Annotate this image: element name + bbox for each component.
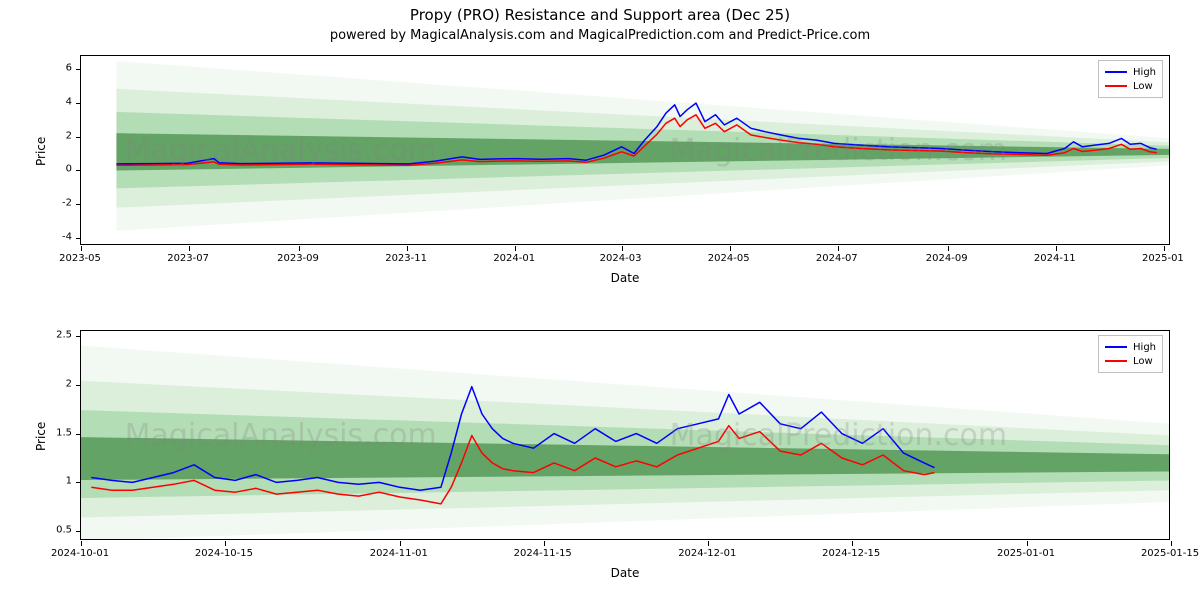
x-tick-label: 2024-10-15 <box>195 548 253 559</box>
x-tick-mark <box>81 541 82 546</box>
x-tick-mark <box>515 246 516 251</box>
legend-label: Low <box>1133 81 1153 92</box>
legend-swatch-icon <box>1105 360 1127 362</box>
x-tick-label: 2025-01-15 <box>1141 548 1199 559</box>
bottom-x-axis-label: Date <box>80 566 1170 580</box>
x-tick-mark <box>838 246 839 251</box>
x-tick-mark <box>730 246 731 251</box>
y-tick-mark <box>76 531 81 532</box>
y-tick-label: 1 <box>22 476 72 487</box>
y-tick-label: -2 <box>22 197 72 208</box>
x-tick-label: 2024-11-15 <box>514 548 572 559</box>
legend-label: Low <box>1133 356 1153 367</box>
x-tick-label: 2024-12-01 <box>678 548 736 559</box>
y-tick-label: 2.5 <box>22 329 72 340</box>
legend-row: High <box>1105 340 1156 354</box>
y-tick-mark <box>76 204 81 205</box>
bottom-plot-inner: MagicalAnalysis.com MagicalPrediction.co… <box>81 331 1169 539</box>
x-tick-label: 2024-03 <box>600 253 642 264</box>
x-tick-label: 2024-11 <box>1034 253 1076 264</box>
bottom-legend: High Low <box>1098 335 1163 373</box>
legend-row: Low <box>1105 354 1156 368</box>
y-tick-mark <box>76 385 81 386</box>
legend-swatch-icon <box>1105 71 1127 73</box>
x-tick-label: 2023-09 <box>277 253 319 264</box>
x-tick-label: 2025-01-01 <box>997 548 1055 559</box>
x-tick-label: 2023-05 <box>59 253 101 264</box>
x-tick-mark <box>708 541 709 546</box>
x-tick-mark <box>1027 541 1028 546</box>
y-tick-label: 0 <box>22 164 72 175</box>
top-legend: High Low <box>1098 60 1163 98</box>
x-tick-mark <box>1171 541 1172 546</box>
x-tick-label: 2024-12-15 <box>822 548 880 559</box>
top-x-axis-label: Date <box>80 271 1170 285</box>
x-tick-label: 2024-10-01 <box>51 548 109 559</box>
x-tick-label: 2023-07 <box>167 253 209 264</box>
y-tick-mark <box>76 482 81 483</box>
y-tick-mark <box>76 69 81 70</box>
figure-root: Propy (PRO) Resistance and Support area … <box>0 0 1200 600</box>
legend-row: Low <box>1105 79 1156 93</box>
x-tick-label: 2024-07 <box>816 253 858 264</box>
y-tick-mark <box>76 137 81 138</box>
x-tick-label: 2024-11-01 <box>370 548 428 559</box>
y-tick-mark <box>76 170 81 171</box>
x-tick-label: 2025-01 <box>1142 253 1184 264</box>
x-tick-label: 2023-11 <box>385 253 427 264</box>
y-tick-label: 6 <box>22 63 72 74</box>
legend-swatch-icon <box>1105 346 1127 348</box>
legend-label: High <box>1133 67 1156 78</box>
y-tick-mark <box>76 238 81 239</box>
x-tick-label: 2024-05 <box>708 253 750 264</box>
x-tick-mark <box>1056 246 1057 251</box>
x-tick-mark <box>407 246 408 251</box>
y-tick-mark <box>76 103 81 104</box>
y-tick-label: 2 <box>22 378 72 389</box>
y-tick-label: -4 <box>22 231 72 242</box>
x-tick-mark <box>948 246 949 251</box>
legend-label: High <box>1133 342 1156 353</box>
bottom-plot-area: MagicalAnalysis.com MagicalPrediction.co… <box>80 330 1170 540</box>
top-plot-svg <box>81 56 1169 244</box>
x-tick-mark <box>81 246 82 251</box>
y-tick-mark <box>76 336 81 337</box>
x-tick-label: 2024-01 <box>493 253 535 264</box>
legend-row: High <box>1105 65 1156 79</box>
top-plot-area: MagicalAnalysis.com MagicalPrediction.co… <box>80 55 1170 245</box>
x-tick-mark <box>189 246 190 251</box>
top-plot-inner: MagicalAnalysis.com MagicalPrediction.co… <box>81 56 1169 244</box>
x-tick-mark <box>400 541 401 546</box>
x-tick-mark <box>622 246 623 251</box>
x-tick-mark <box>544 541 545 546</box>
x-tick-mark <box>852 541 853 546</box>
y-tick-label: 0.5 <box>22 525 72 536</box>
y-tick-label: 4 <box>22 97 72 108</box>
x-tick-mark <box>1164 246 1165 251</box>
y-tick-label: 1.5 <box>22 427 72 438</box>
chart-subtitle: powered by MagicalAnalysis.com and Magic… <box>0 28 1200 43</box>
x-tick-mark <box>299 246 300 251</box>
x-tick-mark <box>225 541 226 546</box>
chart-title: Propy (PRO) Resistance and Support area … <box>0 6 1200 24</box>
bottom-plot-svg <box>81 331 1169 539</box>
y-tick-mark <box>76 434 81 435</box>
y-tick-label: 2 <box>22 130 72 141</box>
x-tick-label: 2024-09 <box>926 253 968 264</box>
legend-swatch-icon <box>1105 85 1127 87</box>
